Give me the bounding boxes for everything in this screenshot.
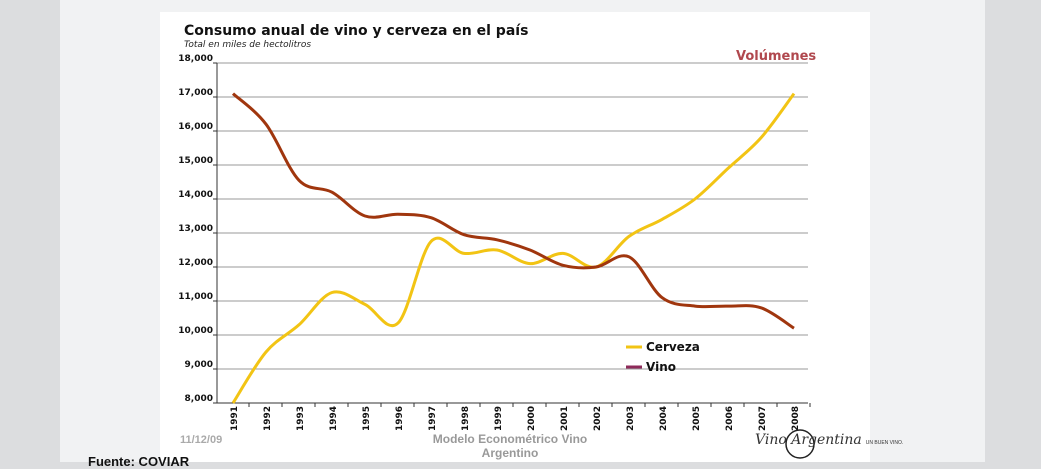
- x-tick-label: 2002: [593, 406, 603, 431]
- y-tick-label: 11,000: [178, 292, 213, 302]
- chart-annotation: Volúmenes: [736, 49, 817, 64]
- footer-line2: Argentino: [481, 446, 539, 460]
- logo-text: Vino Argentina: [755, 432, 862, 448]
- x-tick-label: 2004: [659, 406, 669, 431]
- x-tick-label: 1996: [395, 406, 405, 431]
- chart-card: [160, 12, 870, 462]
- y-tick-label: 17,000: [178, 88, 213, 98]
- series-line-cerveza: [231, 92, 796, 404]
- x-tick-label: 1999: [494, 406, 504, 431]
- x-tick-label: 1991: [230, 406, 240, 431]
- x-tick-label: 1998: [461, 406, 471, 431]
- logo-tagline: UN BUEN VINO.: [865, 440, 904, 446]
- y-tick-label: 13,000: [178, 224, 213, 234]
- series-line-vino: [231, 92, 795, 330]
- x-tick-label: 2008: [791, 406, 801, 431]
- y-tick-label: 12,000: [178, 258, 213, 268]
- chart-subtitle: Total en miles de hectolitros: [184, 40, 312, 50]
- x-tick-label: 1997: [428, 406, 438, 431]
- x-tick-label: 1993: [296, 406, 306, 431]
- legend-label: Cerveza: [646, 340, 700, 354]
- x-tick-label: 2007: [758, 406, 768, 431]
- legend-label: Vino: [646, 360, 676, 374]
- x-tick-label: 2006: [725, 406, 735, 431]
- x-tick-label: 1992: [263, 406, 273, 431]
- y-tick-label: 16,000: [178, 122, 213, 132]
- x-tick-label: 1994: [329, 406, 339, 431]
- vino-argentina-logo: Vino Argentina UN BUEN VINO.: [755, 432, 903, 448]
- footer-line1: Modelo Econométrico Vino: [432, 432, 588, 446]
- y-tick-label: 9,000: [185, 360, 213, 370]
- footer-center: Modelo Econométrico Vino Argentino: [430, 432, 590, 460]
- x-tick-label: 2003: [626, 406, 636, 431]
- y-tick-label: 18,000: [178, 54, 213, 64]
- x-tick-label: 1995: [362, 406, 372, 431]
- x-tick-label: 2000: [527, 406, 537, 431]
- y-tick-label: 10,000: [178, 326, 213, 336]
- y-tick-label: 14,000: [178, 190, 213, 200]
- logo-circle: [785, 429, 815, 459]
- footer-date: 11/12/09: [180, 434, 223, 446]
- chart-title: Consumo anual de vino y cerveza en el pa…: [184, 23, 529, 39]
- y-tick-label: 8,000: [185, 394, 213, 404]
- x-tick-label: 2001: [560, 406, 570, 431]
- x-tick-label: 2005: [692, 406, 702, 431]
- y-tick-label: 15,000: [178, 156, 213, 166]
